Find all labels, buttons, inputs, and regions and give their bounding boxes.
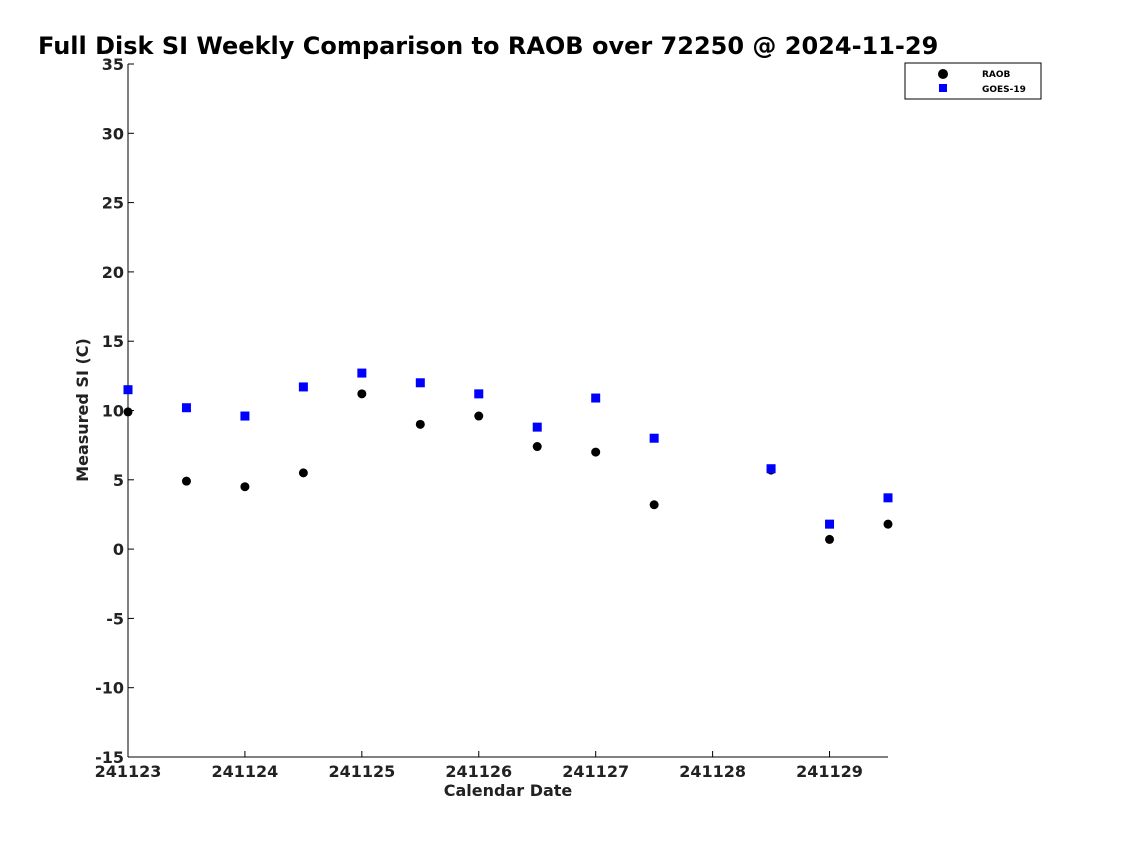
- raob-point: [532, 442, 542, 452]
- axes: [127, 64, 888, 758]
- y-tick-label: 25: [102, 194, 124, 213]
- raob-point: [123, 407, 133, 417]
- goes-19-point: [298, 382, 308, 392]
- goes-19-point: [591, 393, 601, 403]
- raob-point: [825, 534, 835, 544]
- x-ticks: 241123 241124 241125 241126 241127 241128 2411…: [95, 751, 863, 781]
- goes-19-point: [181, 403, 191, 413]
- x-tick-label: 241128: [679, 762, 746, 781]
- goes-19-point: [649, 433, 659, 443]
- x-tick-label: 241125: [328, 762, 395, 781]
- legend-marker-goes-19: [939, 84, 947, 92]
- series-layer: [123, 368, 893, 544]
- raob-point: [591, 447, 601, 457]
- goes-19-point: [357, 368, 367, 378]
- series-goes-19: [123, 368, 893, 529]
- y-tick-label: -5: [106, 609, 124, 628]
- raob-point: [474, 411, 484, 421]
- goes-19-point: [240, 411, 250, 421]
- x-tick-label: 241124: [212, 762, 279, 781]
- y-ticks: -15 -10 -5 0 5 10 15 20 25 30 35: [95, 55, 134, 767]
- x-tick-label: 241123: [95, 762, 162, 781]
- raob-point: [357, 389, 367, 399]
- y-tick-label: 0: [113, 540, 124, 559]
- raob-point: [181, 476, 191, 486]
- goes-19-point: [825, 519, 835, 529]
- goes-19-point: [883, 493, 893, 503]
- legend-box: [904, 62, 1042, 100]
- x-axis-label: Calendar Date: [444, 781, 573, 800]
- x-tick-label: 241127: [562, 762, 629, 781]
- raob-point: [649, 500, 659, 510]
- raob-point: [240, 482, 250, 492]
- legend-marker-raob: [938, 69, 948, 79]
- raob-point: [883, 519, 893, 529]
- chart-title: Full Disk SI Weekly Comparison to RAOB o…: [38, 32, 938, 60]
- y-tick-label: 10: [102, 402, 124, 421]
- series-raob: [123, 389, 893, 544]
- x-tick-label: 241129: [796, 762, 863, 781]
- goes-19-point: [415, 378, 425, 388]
- goes-19-point: [474, 389, 484, 399]
- goes-19-point: [532, 422, 542, 432]
- y-tick-label: 20: [102, 263, 124, 282]
- x-tick-label: 241126: [445, 762, 512, 781]
- y-tick-label: 5: [113, 471, 124, 490]
- y-tick-label: 15: [102, 332, 124, 351]
- y-tick-label: -15: [95, 748, 124, 767]
- goes-19-point: [766, 464, 776, 474]
- raob-point: [415, 419, 425, 429]
- raob-point: [298, 468, 308, 478]
- legend: RAOB GOES-19: [904, 62, 1042, 100]
- y-tick-label: -10: [95, 679, 124, 698]
- y-tick-label: 35: [102, 55, 124, 74]
- goes-19-point: [123, 385, 133, 395]
- legend-label-raob: RAOB: [982, 70, 1011, 80]
- y-axis-label: Measured SI (C): [73, 338, 92, 482]
- legend-label-goes-19: GOES-19: [982, 85, 1026, 95]
- y-tick-label: 30: [102, 124, 124, 143]
